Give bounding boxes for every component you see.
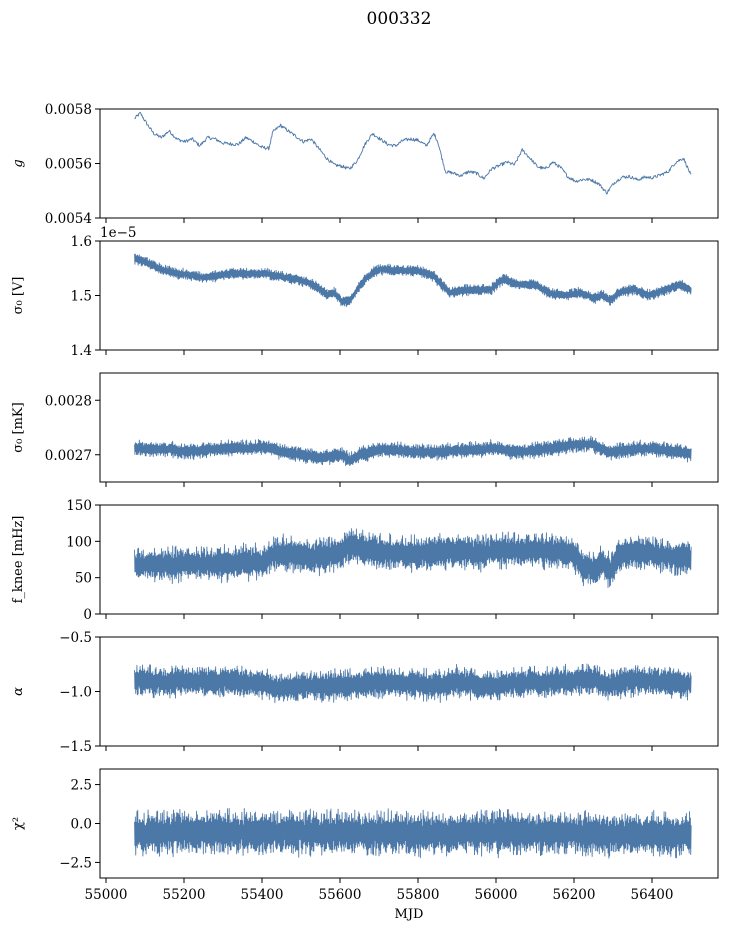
y-tick-label: 1.4 xyxy=(71,343,92,359)
y-axis-label: χ² xyxy=(11,817,26,830)
y-tick-label: 0 xyxy=(83,607,92,623)
y-tick-label: −1.0 xyxy=(59,685,92,701)
series-g xyxy=(134,111,692,195)
y-tick-label: −0.5 xyxy=(59,630,92,646)
y-tick-label: 150 xyxy=(66,498,92,514)
series-alpha xyxy=(134,663,692,704)
x-tick-label: 55600 xyxy=(319,887,362,903)
axes-frame xyxy=(99,372,719,483)
y-tick-label: 0.0054 xyxy=(45,211,92,227)
y-axis-label: g xyxy=(11,159,26,167)
y-axis-label: α xyxy=(11,687,26,696)
y-tick-label: 0.0027 xyxy=(45,448,92,464)
x-tick-label: 55400 xyxy=(241,887,284,903)
y-axis-label: f_knee [mHz] xyxy=(11,516,26,604)
y-axis-label: σ₀ [V] xyxy=(11,277,26,315)
panel-g: 0.0054 0.0056 0.0058 g xyxy=(11,102,719,227)
y-tick-label: 0.0056 xyxy=(45,157,92,173)
y-axis-label: σ₀ [mK] xyxy=(11,402,26,452)
panel-chi2: −2.5 0.0 2.5 55000 55200 55400 55600 55800 56000… xyxy=(11,768,719,922)
y-tick-label: 2.5 xyxy=(71,778,92,794)
panel-sigma_v: 1.4 1.5 1.6 σ₀ [V] 1e−5 xyxy=(11,225,719,359)
x-tick-label: 56400 xyxy=(631,887,674,903)
figure-title: 000332 xyxy=(367,9,432,29)
series-chi2 xyxy=(134,808,692,859)
x-tick-label: 56000 xyxy=(475,887,518,903)
y-tick-label: 0.0058 xyxy=(45,102,92,118)
series-sigma_mk xyxy=(134,435,692,466)
y-tick-label: −2.5 xyxy=(59,855,92,871)
axes-frame xyxy=(99,108,719,219)
x-axis-label: MJD xyxy=(395,907,424,922)
y-tick-label: 0.0028 xyxy=(45,393,92,409)
panel-alpha: −1.5 −1.0 −0.5 α xyxy=(11,630,719,755)
y-tick-label: −1.5 xyxy=(59,739,92,755)
y-tick-label: 1.6 xyxy=(71,234,92,250)
panel-sigma_mk: 0.0027 0.0028 σ₀ [mK] xyxy=(11,372,719,487)
x-tick-label: 55200 xyxy=(163,887,206,903)
y-tick-label: 1.5 xyxy=(71,289,92,305)
x-tick-label: 55000 xyxy=(85,887,128,903)
x-tick-label: 55800 xyxy=(397,887,440,903)
y-tick-label: 100 xyxy=(66,534,92,550)
offset-label: 1e−5 xyxy=(100,225,136,241)
y-tick-label: 50 xyxy=(75,571,92,587)
panel-fknee: 0 50 100 150 f_knee [mHz] xyxy=(11,498,719,623)
x-tick-label: 56200 xyxy=(553,887,596,903)
series-fknee xyxy=(134,528,692,588)
axes-frame xyxy=(99,504,719,615)
series-sigma_v xyxy=(134,253,692,307)
y-tick-label: 0.0 xyxy=(71,817,92,833)
